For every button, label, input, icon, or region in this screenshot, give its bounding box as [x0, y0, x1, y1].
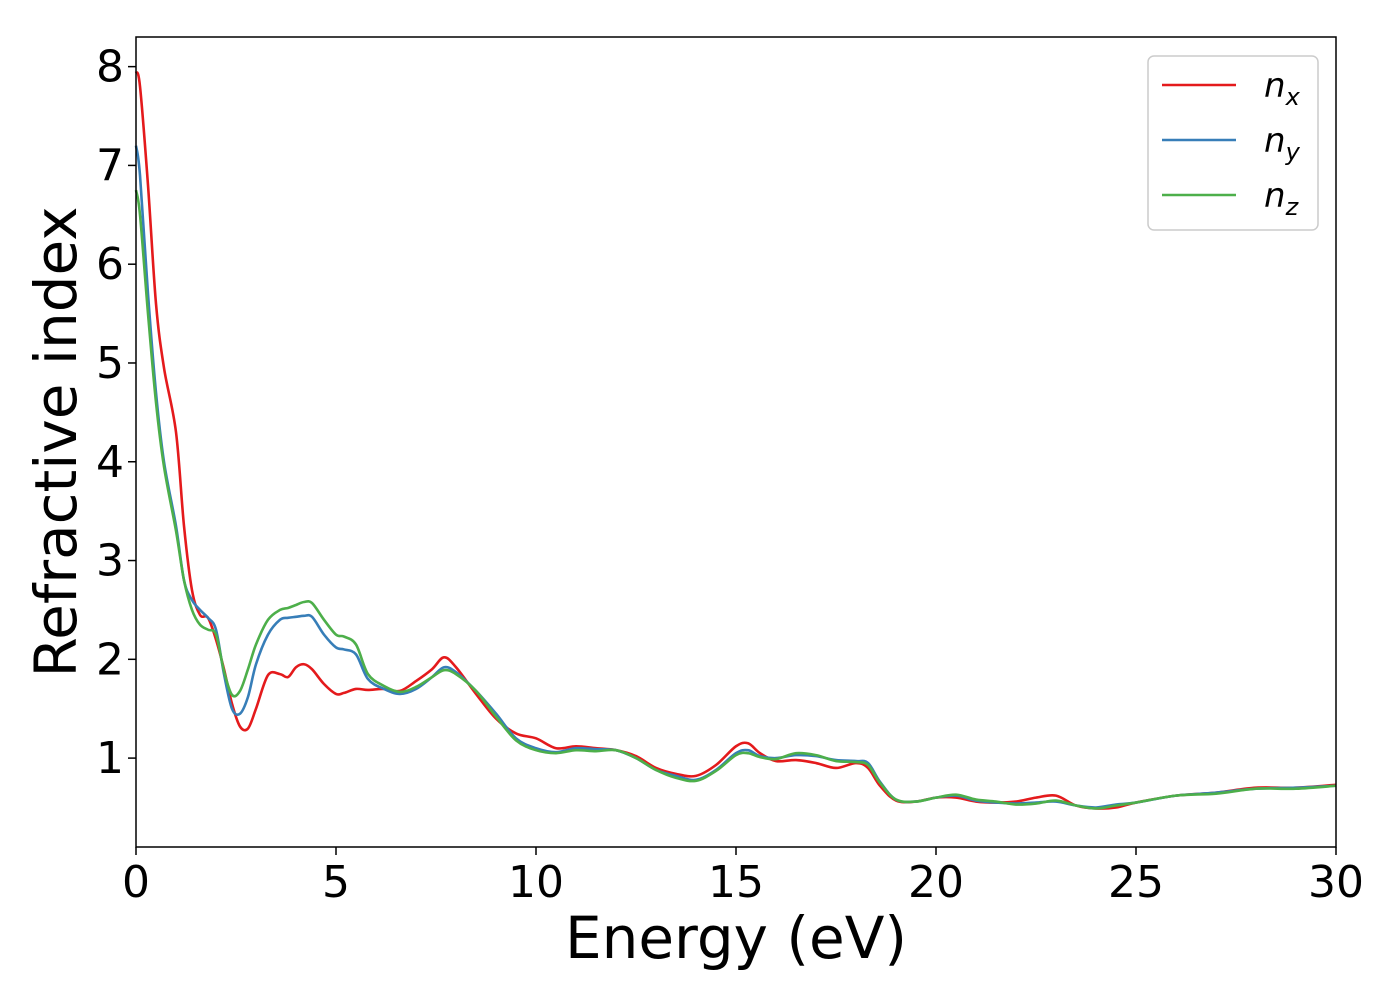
x-tick-label: 10	[508, 857, 564, 908]
legend-label-x: nx	[1264, 66, 1301, 111]
x-tick-label: 15	[708, 857, 764, 908]
x-axis-ticks: 0 5 10 15 20 25 30	[122, 847, 1364, 908]
series-layer	[134, 70, 1337, 810]
x-tick-label: 30	[1308, 857, 1364, 908]
legend-label-y: ny	[1264, 121, 1301, 166]
x-tick-label: 0	[122, 857, 150, 908]
series-line-z	[134, 189, 1337, 810]
legend-box	[1147, 55, 1319, 231]
y-tick-label: 6	[96, 239, 124, 290]
y-tick-label: 5	[96, 338, 124, 389]
y-tick-label: 4	[96, 437, 124, 488]
x-tick-label: 20	[908, 857, 964, 908]
y-tick-label: 7	[96, 140, 124, 191]
y-axis-ticks: 1 2 3 4 5 6 7 8	[96, 42, 136, 784]
y-tick-label: 2	[96, 634, 124, 685]
y-tick-label: 8	[96, 42, 124, 93]
series-line-y	[134, 145, 1337, 809]
x-tick-label: 5	[322, 857, 350, 908]
x-axis-title: Energy (eV)	[565, 904, 907, 972]
y-tick-label: 1	[96, 733, 124, 784]
x-tick-label: 25	[1108, 857, 1164, 908]
legend: nx ny nz	[1147, 55, 1319, 231]
y-tick-label: 3	[96, 536, 124, 587]
y-axis-title: Refractive index	[22, 206, 90, 677]
legend-label-z: nz	[1264, 176, 1300, 221]
